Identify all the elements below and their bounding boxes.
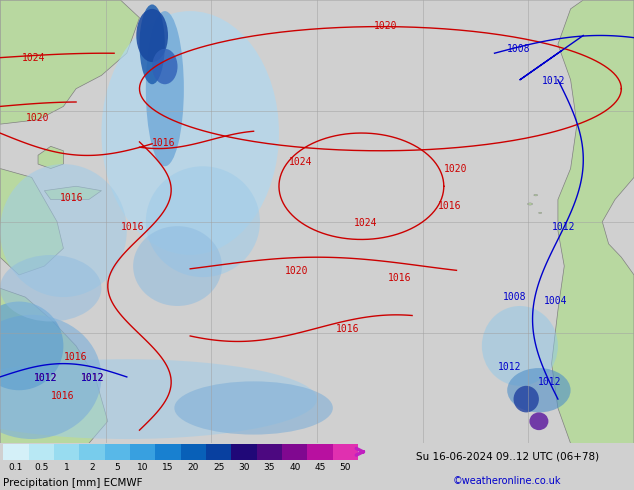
Polygon shape (38, 147, 63, 169)
Ellipse shape (101, 11, 279, 255)
Ellipse shape (146, 11, 184, 166)
Polygon shape (0, 169, 63, 275)
Text: 1012: 1012 (34, 373, 57, 383)
Ellipse shape (507, 368, 571, 413)
Text: 1012: 1012 (542, 76, 566, 86)
Text: 1024: 1024 (354, 218, 377, 228)
Bar (29, 444, 54, 460)
Text: 20: 20 (188, 463, 199, 472)
Ellipse shape (136, 9, 168, 62)
Text: 0.1: 0.1 (9, 463, 23, 472)
Text: 1016: 1016 (388, 273, 411, 284)
Ellipse shape (0, 359, 317, 439)
Ellipse shape (0, 315, 101, 439)
Bar (130, 444, 155, 460)
Text: ©weatheronline.co.uk: ©weatheronline.co.uk (453, 476, 562, 486)
Bar (79, 444, 105, 460)
Bar (3, 444, 29, 460)
Ellipse shape (534, 195, 538, 196)
Ellipse shape (0, 164, 127, 297)
Text: 15: 15 (162, 463, 174, 472)
Polygon shape (0, 288, 108, 443)
Ellipse shape (538, 212, 541, 214)
Text: 2: 2 (89, 463, 94, 472)
Ellipse shape (514, 386, 539, 413)
Polygon shape (0, 0, 139, 124)
Bar (105, 444, 130, 460)
Text: 5: 5 (114, 463, 120, 472)
Text: 1020: 1020 (374, 21, 398, 31)
Text: 1016: 1016 (336, 324, 359, 334)
Text: 1012: 1012 (498, 362, 521, 372)
Polygon shape (552, 0, 634, 443)
Text: 1004: 1004 (544, 295, 567, 306)
Text: Su 16-06-2024 09..12 UTC (06+78): Su 16-06-2024 09..12 UTC (06+78) (416, 451, 598, 462)
Text: 1016: 1016 (152, 138, 176, 148)
Text: 40: 40 (289, 463, 301, 472)
Bar (307, 444, 333, 460)
Bar (257, 444, 282, 460)
Text: 1024: 1024 (22, 52, 46, 63)
Text: 1020: 1020 (25, 113, 49, 122)
Text: 35: 35 (264, 463, 275, 472)
Text: 10: 10 (137, 463, 148, 472)
Text: 25: 25 (213, 463, 224, 472)
Text: 1012: 1012 (81, 373, 105, 383)
Text: Precipitation [mm] ECMWF: Precipitation [mm] ECMWF (3, 478, 143, 488)
Text: 1012: 1012 (552, 222, 575, 232)
Text: 1012: 1012 (81, 373, 105, 383)
Bar (333, 444, 358, 460)
Ellipse shape (174, 381, 333, 435)
Ellipse shape (527, 203, 533, 205)
Text: 1008: 1008 (507, 44, 531, 54)
Bar (155, 444, 181, 460)
Text: 1020: 1020 (285, 266, 309, 275)
Text: 1016: 1016 (437, 201, 461, 211)
Bar (231, 444, 257, 460)
Bar (206, 444, 231, 460)
Text: 1020: 1020 (444, 164, 467, 173)
Text: 1012: 1012 (538, 377, 561, 387)
Ellipse shape (529, 413, 548, 430)
Text: 1016: 1016 (51, 391, 74, 400)
Text: 0.5: 0.5 (34, 463, 48, 472)
Text: 1016: 1016 (120, 222, 144, 232)
Text: 1016: 1016 (63, 352, 87, 362)
Ellipse shape (146, 166, 260, 277)
Ellipse shape (482, 306, 558, 386)
Bar (282, 444, 307, 460)
Text: 1: 1 (63, 463, 70, 472)
Text: 1024: 1024 (288, 157, 312, 167)
Bar (181, 444, 206, 460)
Text: 30: 30 (238, 463, 250, 472)
Ellipse shape (139, 4, 165, 84)
Text: 1016: 1016 (60, 193, 84, 203)
Text: 45: 45 (314, 463, 326, 472)
Polygon shape (44, 186, 101, 199)
Text: 1008: 1008 (503, 292, 526, 302)
Ellipse shape (0, 301, 63, 390)
Bar (54, 444, 79, 460)
Ellipse shape (133, 226, 222, 306)
Text: 1012: 1012 (34, 373, 57, 383)
Ellipse shape (0, 255, 101, 321)
Ellipse shape (152, 49, 178, 84)
Text: 50: 50 (340, 463, 351, 472)
